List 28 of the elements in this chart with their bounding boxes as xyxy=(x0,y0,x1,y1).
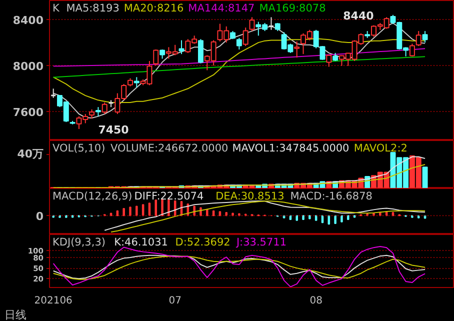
text: MA169:8078 xyxy=(259,2,326,14)
series-label: D:52.3692 xyxy=(175,236,230,248)
text: 0 xyxy=(36,210,44,224)
x-tick-label: 202106 xyxy=(34,296,72,306)
annotation: 8440 xyxy=(343,9,374,22)
x-axis-title: 日线 xyxy=(4,308,26,321)
y-tick-label: 8400 xyxy=(12,14,44,28)
y-tick-label: 40万 xyxy=(17,148,44,161)
annotation: MACD:-16.6878 xyxy=(290,190,372,202)
chart-title: MACD(12,26,9) xyxy=(52,190,132,202)
series-label: J:33.5711 xyxy=(235,236,287,248)
series-label: DEA:30.8513 xyxy=(216,190,284,202)
text: MAVOL1:347845.0000 xyxy=(232,142,350,154)
y-tick-label: 7600 xyxy=(12,106,44,120)
x-tick-label: 07 xyxy=(168,296,182,306)
x-tick-label: 08 xyxy=(310,296,322,306)
series-label: MAVOL2:2 xyxy=(354,142,408,154)
series-label: DIFF:22.5074 xyxy=(134,190,204,202)
chart-title: K xyxy=(52,2,60,14)
chart-title: KDJ(9,3,3) xyxy=(52,236,106,248)
chart-title: VOL(5,10) xyxy=(52,142,106,154)
annotation: VOLUME:246672.0000 xyxy=(110,142,228,154)
text: MA5:8193 xyxy=(66,2,120,14)
series-label: K:46.1031 xyxy=(114,236,168,248)
annotation: 7450 xyxy=(98,123,130,136)
text: MA144:8147 xyxy=(188,2,255,14)
text: MA20:8216 xyxy=(124,2,184,14)
y-tick-label: 8000 xyxy=(12,60,44,74)
